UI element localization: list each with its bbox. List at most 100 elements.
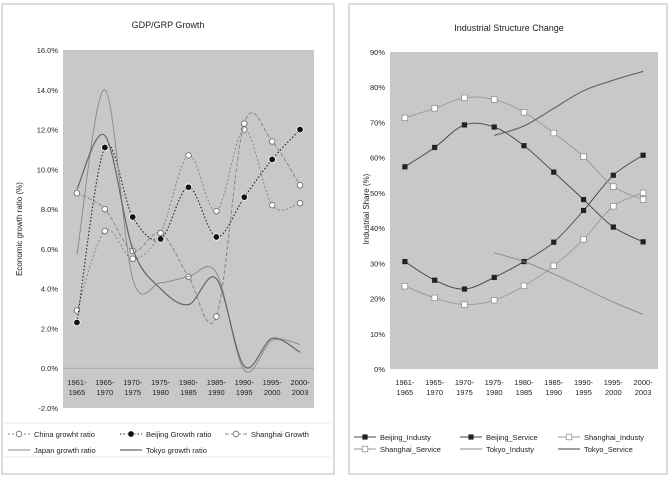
x-tick-label: 1975-1980 <box>151 378 171 397</box>
series-line <box>76 89 301 373</box>
series-group <box>401 70 647 315</box>
y-axis-label: Economic growth ratio (%) <box>15 182 24 276</box>
x-tick-label: 1970-1975 <box>123 378 143 397</box>
data-point <box>491 297 498 304</box>
data-point <box>268 201 276 209</box>
chart-title: GDP/GRP Growth <box>132 20 205 30</box>
y-tick-label: -2.0% <box>38 404 58 413</box>
legend-label: Shanghai_Industy <box>584 433 644 442</box>
y-tick-label: 10.0% <box>37 165 59 174</box>
series-line <box>76 112 301 325</box>
legend-label: Japan growth ratio <box>34 446 96 455</box>
data-point <box>212 233 221 241</box>
data-point <box>639 189 647 197</box>
data-point <box>431 294 438 302</box>
data-point <box>101 143 109 152</box>
data-point <box>461 122 468 128</box>
y-tick-label: 6.0% <box>41 245 58 254</box>
y-tick-labels: 0% 10% 20% 30% 40% 50% 60% 70% 80% 90% <box>370 48 385 374</box>
y-tick-label: 20% <box>370 295 385 304</box>
x-tick-label: 1980-1985 <box>179 378 199 397</box>
y-tick-label: 40% <box>370 224 385 233</box>
y-tick-label: 50% <box>370 189 385 198</box>
data-point <box>610 172 616 178</box>
data-point <box>461 286 468 292</box>
data-point <box>580 236 587 243</box>
data-point <box>240 193 248 201</box>
data-point <box>491 96 498 103</box>
legend-label: Shanghai_Service <box>380 445 441 454</box>
data-point <box>640 239 646 245</box>
y-tick-label: 14.0% <box>37 86 59 95</box>
data-point <box>520 282 528 290</box>
data-point <box>551 169 557 175</box>
data-point <box>213 313 220 320</box>
legend-marker <box>127 430 135 438</box>
legend-label: Beijing_Service <box>486 433 538 442</box>
x-tick-label: 1965-1970 <box>425 378 445 397</box>
legend-marker <box>232 430 240 438</box>
data-point <box>129 255 136 263</box>
data-point <box>580 196 587 203</box>
x-tick-label: 1995-2000 <box>604 378 624 397</box>
series-line <box>76 129 301 323</box>
x-tick-label: 2000-2003 <box>290 378 310 397</box>
data-point <box>129 213 137 221</box>
x-tick-label: 1961-1965 <box>395 378 415 397</box>
y-tick-label: 0.0% <box>41 364 58 373</box>
data-point <box>491 274 497 281</box>
x-tick-label: 1995-2000 <box>263 378 283 397</box>
data-point <box>550 262 557 269</box>
data-point <box>184 183 193 191</box>
data-point <box>73 318 81 327</box>
data-point <box>296 125 304 134</box>
data-point <box>580 207 587 214</box>
legend-label: China growht ratio <box>34 430 95 439</box>
y-tick-label: 0% <box>374 365 385 374</box>
data-point <box>157 229 164 237</box>
data-point <box>401 114 409 122</box>
x-tick-label: 1990-1995 <box>235 378 255 397</box>
data-point <box>73 189 81 197</box>
x-tick-labels: 1961-1965 1965-1970 1970-1975 1975-1980 1980… <box>395 378 653 397</box>
plot-area <box>390 52 658 369</box>
x-tick-label: 1965-1970 <box>95 378 115 397</box>
y-tick-label: 60% <box>370 154 385 163</box>
y-tick-label: 70% <box>370 118 385 127</box>
data-point <box>580 153 587 160</box>
legend-marker <box>362 434 368 440</box>
series-line <box>494 70 644 137</box>
y-tick-label: 12.0% <box>37 126 59 135</box>
series-line <box>76 129 301 311</box>
data-point <box>156 235 165 243</box>
y-tick-label: 30% <box>370 259 385 268</box>
series-group <box>63 89 314 373</box>
x-tick-label: 1970-1975 <box>455 378 475 397</box>
plot-area <box>63 50 314 408</box>
legend-label: Tokyo_Industy <box>486 445 534 454</box>
legend-marker <box>15 430 23 438</box>
y-tick-label: 8.0% <box>41 205 58 214</box>
x-tick-label: 1985-1990 <box>544 378 564 397</box>
x-tick-label: 1961-1965 <box>67 378 87 397</box>
data-point <box>639 196 647 203</box>
legend: China growht ratio Beijing Growth ratio Sh… <box>5 422 330 458</box>
data-point <box>401 283 409 290</box>
data-point <box>550 129 557 137</box>
legend-marker <box>468 434 474 440</box>
x-tick-labels: 1961-1965 1965-1970 1970-1975 1975-1980 1980… <box>67 378 310 397</box>
data-point <box>610 224 616 230</box>
data-point <box>640 152 646 158</box>
data-point <box>461 301 468 308</box>
legend-label: Shanghai Growth <box>251 430 309 439</box>
data-point <box>101 205 109 213</box>
chart-title: Industrial Structure Change <box>454 23 564 33</box>
gdp-growth-chart: GDP/GRP Growth Economic growth ratio (%)… <box>1 3 335 475</box>
data-point <box>241 120 248 127</box>
data-point <box>296 182 304 189</box>
legend: Beijing_Industy Beijing_Service Shanghai_I… <box>354 433 644 454</box>
x-tick-label: 1985-1990 <box>207 378 227 397</box>
x-tick-label: 2000-2003 <box>634 378 654 397</box>
